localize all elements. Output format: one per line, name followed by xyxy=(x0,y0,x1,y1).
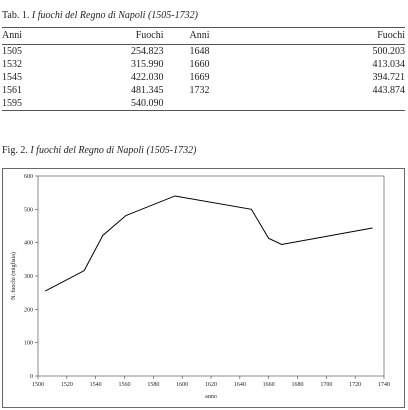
table-cell: 1545 xyxy=(2,72,22,83)
plot-area xyxy=(37,175,385,377)
table-cell: 481.345 xyxy=(130,85,164,96)
caption-title: I fuochi del Regno di Napoli (1505-1732) xyxy=(30,145,197,156)
table-row: 1545 422.030 1669 394.721 xyxy=(2,71,405,84)
caption-title: I fuochi del Regno di Napoli (1505-1732) xyxy=(31,10,198,21)
header-cell: Anni xyxy=(163,27,305,45)
table-row: 1595 540.090 xyxy=(2,97,405,111)
table-row: 1532 315.990 1660 413.034 xyxy=(2,58,405,71)
x-tick-label: 1640 xyxy=(234,382,246,388)
table-cell: 443.874 xyxy=(372,85,406,96)
table-row: 1505 254.823 1648 500.203 xyxy=(2,45,405,59)
x-tick-label: 1720 xyxy=(349,382,361,388)
x-tick-label: 1600 xyxy=(176,382,188,388)
table-cell: 1532 xyxy=(2,59,22,70)
y-tick-label: 200 xyxy=(24,307,33,313)
table-cell: 413.034 xyxy=(372,59,406,70)
y-tick-label: 400 xyxy=(24,241,33,247)
table-cell: 1505 xyxy=(2,46,22,57)
header-cell: Fuochi xyxy=(304,27,405,45)
table-cell: 1561 xyxy=(2,85,22,96)
x-tick-label: 1560 xyxy=(119,382,131,388)
table-cell: 500.203 xyxy=(372,46,406,57)
header-cell: Fuochi xyxy=(63,27,164,45)
x-tick-label: 1500 xyxy=(32,382,44,388)
table-cell: 540.090 xyxy=(130,98,164,109)
data-line xyxy=(44,195,373,292)
x-axis-label: anno xyxy=(205,394,217,400)
x-tick-label: 1540 xyxy=(90,382,102,388)
x-tick-label: 1620 xyxy=(205,382,217,388)
y-axis-label: N. fuochi (migliaia) xyxy=(10,252,17,300)
table-row: 1561 481.345 1732 443.874 xyxy=(2,84,405,97)
table-cell: 315.990 xyxy=(130,59,164,70)
x-tick-label: 1520 xyxy=(61,382,73,388)
header-row: Anni Fuochi Anni Fuochi xyxy=(2,27,405,45)
figure-caption: Fig. 2. I fuochi del Regno di Napoli (15… xyxy=(2,145,196,156)
header-cell: Anni xyxy=(2,27,64,45)
table-cell: 1660 xyxy=(189,59,210,70)
data-table: Anni Fuochi Anni Fuochi 1505 254.823 1648 500.2… xyxy=(2,27,405,111)
table-cell: 1732 xyxy=(189,85,210,96)
table-caption: Tab. 1. I fuochi del Regno di Napoli (15… xyxy=(2,10,198,21)
chart: 0 100 200 300 400 500 600 1500 1520 1540 1560 1580 1… xyxy=(2,168,405,408)
x-tick-label: 1680 xyxy=(292,382,304,388)
table-cell: 422.030 xyxy=(130,72,164,83)
caption-label: Fig. 2. xyxy=(2,145,28,156)
table-cell: 394.721 xyxy=(372,72,406,83)
y-tick-label: 300 xyxy=(24,274,33,280)
table-cell: 254.823 xyxy=(130,46,164,57)
y-tick-label: 600 xyxy=(24,174,33,180)
table-cell: 1648 xyxy=(189,46,210,57)
x-tick-label: 1700 xyxy=(320,382,332,388)
chart-frame xyxy=(2,168,405,408)
table-cell: 1669 xyxy=(189,72,210,83)
y-tick-label: 100 xyxy=(24,341,33,347)
x-tick-label: 1740 xyxy=(378,382,390,388)
y-tick-label: 500 xyxy=(24,207,33,213)
y-tick-label: 0 xyxy=(30,374,33,380)
x-tick-label: 1660 xyxy=(263,382,275,388)
table-cell: 1595 xyxy=(2,98,22,109)
caption-label: Tab. 1. xyxy=(2,10,30,21)
x-tick-label: 1580 xyxy=(147,382,159,388)
